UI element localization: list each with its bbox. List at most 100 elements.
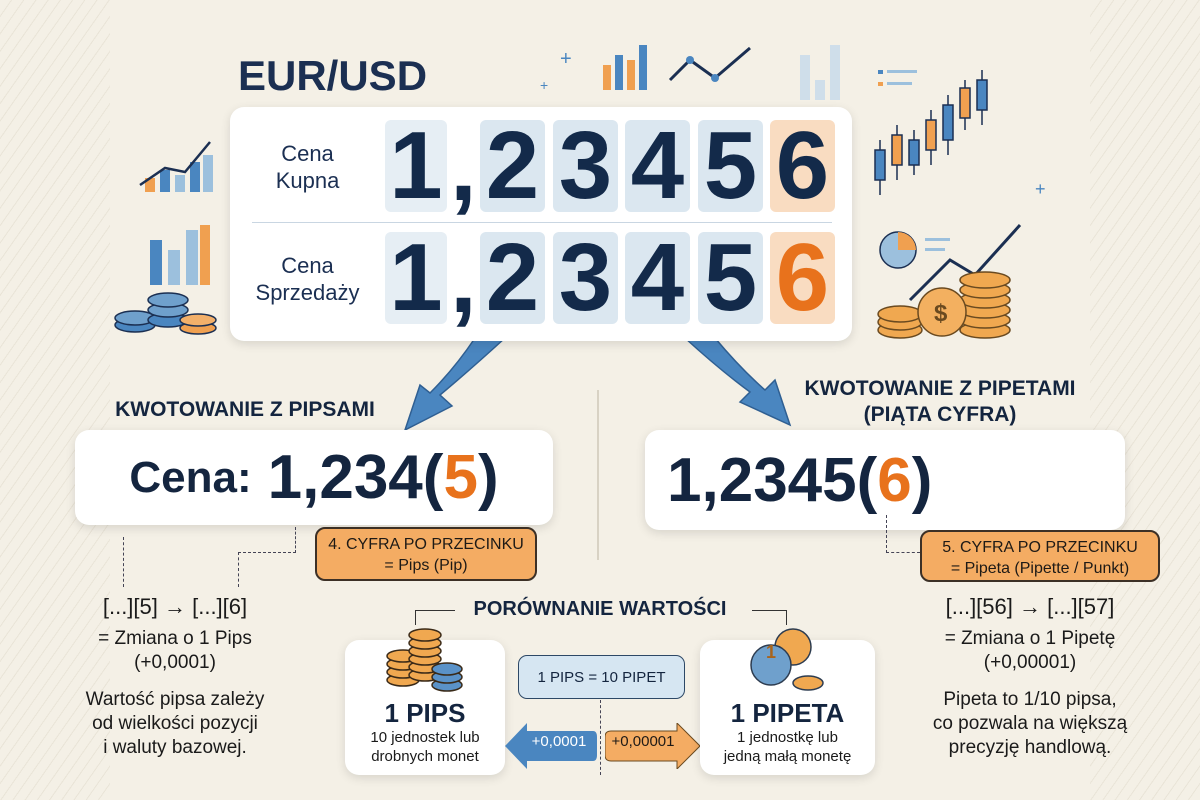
digit: 2 [480, 230, 545, 326]
equivalence-box: 1 PIPS = 10 PIPET [518, 655, 685, 699]
desc-line: drobnych monet [371, 748, 479, 765]
label-line: Cena [281, 141, 334, 166]
comparison-heading: PORÓWNANIE WARTOŚCI [473, 598, 727, 620]
pipettes-change-desc: = Zmiana o 1 Pipetę [944, 628, 1116, 649]
callout-line: 5. CYFRA PO PRZECINKU [942, 539, 1138, 556]
label-line: Kupna [275, 168, 340, 193]
desc-line: jedną małą monetę [723, 748, 852, 765]
pips-price-card: Cena: 1,234(5) [75, 430, 553, 525]
coins-icon [750, 628, 824, 691]
heading-line: (PIĄTA CYFRA) [863, 403, 1017, 426]
bid-label: Cena Kupna [240, 140, 375, 194]
price-main: 1,2345( [667, 445, 878, 515]
pips-increment: +0,0001 [531, 733, 587, 750]
price-main: 1,234( [267, 443, 444, 512]
dashed-connector [886, 515, 920, 553]
gold-coins-icon: $ + [877, 179, 1046, 339]
note-line: Wartość pipsa zależy [85, 689, 265, 710]
svg-text:+: + [540, 77, 548, 93]
digit: 3 [553, 118, 618, 214]
desc-line: 1 jednostkę lub [737, 729, 838, 746]
pipettes-change-value: (+0,00001) [983, 652, 1077, 673]
digit: 3 [553, 230, 618, 326]
note-line: od wielkości pozycji [92, 713, 258, 734]
bracket-right [752, 610, 787, 625]
blue-arrow-left-icon [505, 723, 597, 769]
digit: 2 [480, 118, 545, 214]
svg-text:$: $ [934, 300, 948, 327]
comma: , [450, 226, 477, 333]
pipettes-price-card: 1,2345(6) [645, 430, 1125, 530]
price-close: ) [911, 445, 933, 515]
dashed-connector [295, 527, 296, 553]
arrow-to-pipettes [683, 337, 792, 427]
price-highlight: 6 [877, 445, 912, 515]
pips-price: Cena: 1,234(5) [75, 430, 553, 525]
digit: 1 [385, 118, 447, 214]
bar-chart-icon [139, 141, 213, 192]
digit-highlighted: 6 [770, 118, 835, 214]
callout-line: = Pips (Pip) [384, 557, 468, 574]
pips-card: 1 PIPS 10 jednostek lub drobnych monet [345, 628, 505, 775]
coin-label: 1 [766, 642, 777, 662]
digit: 5 [698, 118, 763, 214]
svg-text:+: + [1035, 179, 1046, 199]
note-line: precyzję handlową. [948, 737, 1112, 758]
digit: 4 [625, 230, 690, 326]
pipeta-card: 1 1 PIPETA 1 jednostkę lub jedną małą mon… [700, 628, 875, 775]
heading-line: KWOTOWANIE Z PIPETAMI [804, 377, 1076, 400]
ask-label: Cena Sprzedaży [240, 252, 375, 306]
pips-note: Wartość pipsa zależy od wielkości pozycji… [30, 688, 320, 760]
arrow-to-pips [403, 337, 507, 432]
bar-chart-icon [150, 225, 210, 285]
comma: , [450, 114, 477, 221]
pips-callout: 4. CYFRA PO PRZECINKU = Pips (Pip) [315, 527, 537, 581]
background-stripes-right [1090, 0, 1200, 800]
pipeta-title: 1 PIPETA [730, 698, 845, 728]
bracket-left [415, 610, 455, 625]
background-stripes-left [0, 0, 110, 800]
dashed-connector [123, 537, 124, 587]
pips-change-desc: = Zmiana o 1 Pips [98, 628, 252, 649]
svg-text:+: + [560, 48, 572, 70]
pipettes-change: [...][56] → [...][57] [945, 594, 1115, 619]
price-close: ) [477, 443, 499, 512]
dashed-divider [600, 700, 601, 775]
callout-line: = Pipeta (Pipette / Punkt) [950, 560, 1130, 577]
pips-title: 1 PIPS [384, 698, 466, 728]
desc-line: 10 jednostek lub [370, 729, 480, 746]
quote-panel: Cena Kupna 1 , 2 3 4 5 6 Cena Sprzedaży 1 … [230, 107, 852, 341]
dashed-connector [238, 552, 296, 587]
pipettes-note: Pipeta to 1/10 pipsa, co pozwala na więks… [890, 688, 1170, 760]
label-line: Cena [281, 253, 334, 278]
callout-line: 4. CYFRA PO PRZECINKU [328, 536, 524, 553]
page-title: EUR/USD [238, 52, 428, 99]
candlestick-chart-icon [874, 70, 988, 195]
pipettes-callout: 5. CYFRA PO PRZECINKU = Pipeta (Pipette /… [920, 530, 1160, 582]
price-highlight: 5 [443, 443, 478, 512]
pipeta-desc: 1 jednostkę lub jedną małą monetę [700, 728, 875, 766]
digit-highlighted: 6 [770, 230, 835, 326]
pips-change: [...][5] → [...][6] [102, 594, 248, 619]
note-line: Pipeta to 1/10 pipsa, [943, 689, 1117, 710]
digit: 1 [385, 230, 447, 326]
pips-change-value: (+0,0001) [134, 652, 216, 673]
price-prefix: Cena: [129, 452, 252, 502]
pipeta-increment: +0,00001 [611, 733, 675, 750]
bid-row: Cena Kupna 1 , 2 3 4 5 6 [230, 118, 852, 216]
note-line: co pozwala na większą [932, 713, 1128, 734]
orange-arrow-right-icon [605, 723, 700, 769]
pipettes-heading: KWOTOWANIE Z PIPETAMI (PIĄTA CYFRA) [760, 376, 1120, 428]
coin-stack-icon [114, 292, 217, 335]
ask-row: Cena Sprzedaży 1 , 2 3 4 5 6 [230, 230, 852, 328]
pipettes-price: 1,2345(6) [645, 430, 1125, 530]
digit: 4 [625, 118, 690, 214]
digit: 5 [698, 230, 763, 326]
pips-desc: 10 jednostek lub drobnych monet [345, 728, 505, 766]
coin-stack-icon [386, 628, 463, 692]
row-divider [252, 222, 832, 223]
pie-chart-icon [879, 223, 1022, 302]
top-chart-icons: ++ [540, 45, 840, 100]
note-line: i waluty bazowej. [103, 737, 247, 758]
